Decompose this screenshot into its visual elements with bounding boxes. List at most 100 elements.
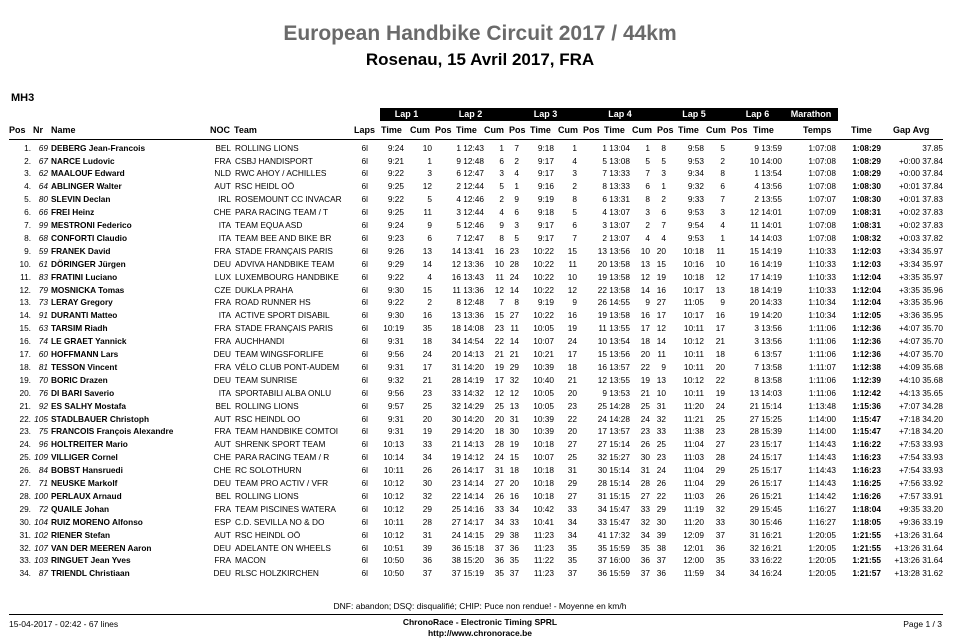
- cell-temps: 1:11:06: [808, 387, 836, 398]
- cell-lap3-time: 10:05: [533, 323, 554, 334]
- cell-lap5-rank: 18: [715, 349, 725, 359]
- col-lap3-time: Time: [530, 125, 551, 135]
- cell-lap4-cumtime: 37 16:00: [597, 555, 630, 566]
- table-row: 24. 96 HOLTREITER Mario AUT SHRENK SPORT TEA…: [0, 439, 960, 450]
- cell-noc: ITA: [218, 387, 231, 398]
- cell-team: LUXEMBOURG HANDBIKE: [235, 271, 339, 282]
- cell-noc: CHE: [213, 465, 231, 476]
- cell-lap3-cum-rank: 27: [567, 490, 577, 501]
- cell-lap4-rank: 7: [645, 168, 650, 179]
- cell-lap3-cum-rank: 1: [572, 142, 577, 153]
- cell-team: RC SOLOTHURN: [235, 465, 302, 476]
- cell-time: 1:12:36: [852, 349, 881, 359]
- cell-temps: 1:20:05: [808, 555, 836, 566]
- cell-lap5-time: 9:58: [687, 142, 704, 153]
- cell-team: STADE FRANÇAIS PARIS: [235, 323, 333, 334]
- cell-lap2-cum-rank: 6: [499, 155, 504, 166]
- cell-lap3-time: 9:17: [537, 232, 554, 243]
- col-lap5-time: Time: [678, 125, 699, 135]
- cell-noc: FRA: [214, 323, 231, 334]
- cell-lap2-cum-pos: 28 14:19: [451, 374, 484, 385]
- cell-nr: 96: [38, 439, 48, 450]
- cell-lap4-cumtime: 17 13:57: [597, 426, 630, 437]
- cell-lap2-cum-rank: 8: [499, 232, 504, 243]
- cell-lap5-rank: 25: [715, 413, 725, 424]
- cell-temps: 1:20:05: [808, 568, 836, 579]
- cell-lap5-time: 11:59: [683, 568, 704, 579]
- cell-lap2-cum-pos: 36 15:18: [451, 542, 484, 553]
- cell-lap3-cum-rank: 33: [567, 503, 577, 514]
- cell-gap-avg: +3:35 35.96: [898, 297, 943, 308]
- cell-lap5-pos: 6: [661, 207, 666, 218]
- cell-lap1-time: 10:19: [383, 323, 404, 334]
- cell-lap5-rank: 37: [715, 529, 725, 540]
- col-lap4-time: Time: [604, 125, 625, 135]
- table-row: 26. 84 BOBST Hansruedi CHE RC SOLOTHURN 6l 10:…: [0, 465, 960, 476]
- cell-lap4-rank: 25: [640, 400, 650, 411]
- cell-lap6-cumtime: 6 13:57: [754, 349, 782, 359]
- cell-name: QUAILE Johan: [51, 503, 110, 514]
- cell-pos: 33.: [19, 555, 31, 566]
- cell-lap4-cumtime: 7 13:33: [602, 168, 630, 179]
- cell-temps: 1:14:42: [808, 490, 836, 501]
- cell-time: 1:18:04: [852, 503, 881, 514]
- company-url[interactable]: http://www.chronorace.be: [427, 628, 533, 638]
- cell-lap2-cum-rank: 26: [494, 490, 504, 501]
- cell-lap1-time: 10:12: [383, 503, 404, 514]
- cell-lap5-time: 10:11: [683, 323, 704, 334]
- cell-temps: 1:16:27: [808, 516, 836, 527]
- cell-lap2-cum-pos: 29 14:20: [451, 426, 484, 437]
- cell-noc: FRA: [214, 245, 231, 256]
- cell-pos: 28.: [19, 490, 31, 501]
- cell-team: ACTIVE SPORT DISABIL: [235, 310, 330, 321]
- cell-lap3-cum-rank: 12: [567, 284, 577, 295]
- cell-lap2-cum-pos: 30 14:20: [451, 413, 484, 424]
- cell-lap3-pos: 28: [509, 258, 519, 269]
- cell-time: 1:12:03: [852, 245, 881, 256]
- cell-lap5-time: 10:17: [683, 284, 704, 295]
- cell-lap4-cumtime: 19 13:58: [597, 310, 630, 321]
- cell-team: ROAD RUNNER HS: [235, 297, 311, 308]
- cell-lap2-cum-rank: 9: [499, 220, 504, 230]
- cell-gap-avg: +4:09 35.68: [898, 361, 943, 372]
- cell-lap3-time: 10:05: [533, 400, 554, 411]
- cell-team: MACON: [235, 555, 266, 566]
- cell-team: ROLLING LIONS: [235, 490, 299, 501]
- cell-lap3-time: 9:18: [537, 142, 554, 153]
- cell-lap5-time: 10:18: [683, 271, 704, 282]
- cell-nr: 91: [38, 310, 48, 321]
- cell-lap3-time: 9:19: [537, 194, 554, 205]
- cell-lap2-cum-rank: 21: [494, 349, 504, 359]
- cell-laps: 6l: [361, 516, 368, 527]
- col-time: Time: [851, 125, 872, 135]
- cell-lap4-cumtime: 27 15:14: [597, 439, 630, 450]
- col-lap2-time: Time: [456, 125, 477, 135]
- cell-pos: 9.: [24, 245, 31, 256]
- cell-lap4-rank: 16: [640, 310, 650, 321]
- cell-lap1-time: 9:25: [387, 181, 404, 192]
- col-temps: Temps: [803, 125, 832, 135]
- cell-name: RUIZ MORENO Alfonso: [51, 516, 143, 527]
- cell-nr: 59: [38, 245, 48, 256]
- cell-time: 1:21:55: [852, 542, 881, 553]
- table-row: 17. 60 HOFFMANN Lars DEU TEAM WINGSFORLIFE 6l…: [0, 349, 960, 360]
- cell-lap3-time: 10:21: [533, 349, 554, 359]
- cell-lap4-cumtime: 16 13:57: [597, 361, 630, 372]
- cell-lap3-time: 9:19: [537, 297, 554, 308]
- cell-team: RSC HEINDL OÖ: [235, 529, 301, 540]
- cell-noc: CHE: [213, 452, 231, 463]
- cell-name: NEUSKE Markolf: [51, 478, 118, 488]
- cell-lap1-pos: 2: [427, 297, 432, 308]
- cell-laps: 6l: [361, 542, 368, 553]
- cell-pos: 29.: [19, 503, 31, 514]
- cell-lap1-pos: 39: [422, 542, 432, 553]
- cell-lap2-cum-pos: 3 12:44: [456, 207, 484, 218]
- cell-lap1-time: 9:30: [387, 284, 404, 295]
- cell-pos: 16.: [19, 336, 31, 347]
- cell-name: TESSON Vincent: [51, 361, 118, 372]
- cell-lap3-time: 10:39: [533, 413, 554, 424]
- cell-lap5-pos: 2: [661, 194, 666, 205]
- cell-name: DI BARI Saverio: [51, 387, 115, 398]
- col-gap-avg: Gap Avg: [893, 125, 930, 135]
- cell-lap3-pos: 14: [509, 336, 519, 347]
